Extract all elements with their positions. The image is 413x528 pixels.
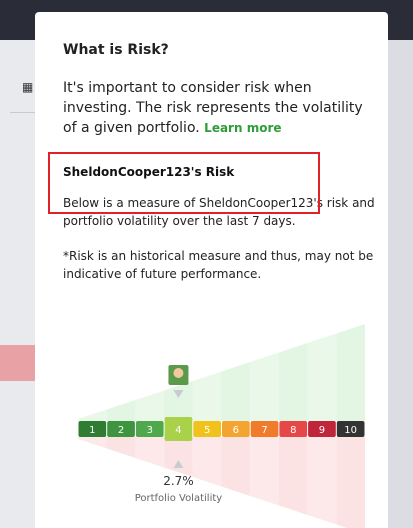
- risk-fan-down: [164, 437, 193, 477]
- risk-fan-up: [308, 334, 337, 422]
- background-block: [0, 345, 35, 381]
- screen: ▦ What is Risk? It's important to consid…: [0, 0, 413, 528]
- scale-label: 3: [147, 425, 153, 436]
- scale-label: 6: [233, 425, 239, 436]
- scale-label: 1: [89, 425, 95, 436]
- risk-fan-up: [193, 372, 222, 422]
- risk-fan-up: [164, 381, 193, 421]
- risk-fan-down: [308, 437, 337, 525]
- scale-label: 7: [261, 425, 267, 436]
- risk-fan-up: [336, 324, 365, 421]
- risk-fan-up: [107, 400, 136, 421]
- risk-fan-down: [336, 437, 365, 528]
- background-panel: [0, 40, 35, 528]
- risk-fan-up: [279, 343, 308, 421]
- background-panel: [388, 40, 413, 528]
- risk-fan-down: [78, 437, 107, 449]
- scale-label: 2: [118, 425, 124, 436]
- risk-popup: What is Risk? It's important to consider…: [35, 12, 388, 528]
- risk-fan-down: [250, 437, 279, 506]
- risk-fan-up: [135, 391, 164, 422]
- scale-label: 9: [319, 425, 325, 436]
- avatar-face: [173, 368, 183, 378]
- risk-fan-down: [279, 437, 308, 515]
- volatility-label: Portfolio Volatility: [135, 493, 223, 504]
- risk-fan-down: [135, 437, 164, 468]
- scale-label: 5: [204, 425, 210, 436]
- scale-label: 10: [344, 425, 357, 436]
- volatility-value: 2.7%: [163, 474, 194, 488]
- scale-label: 4: [175, 425, 181, 436]
- risk-fan-up: [222, 362, 251, 421]
- risk-fan-down: [193, 437, 222, 487]
- risk-scale: 1 2 3 4 5 6 7 8 9 10 2.7% Portfolio Volatility: [35, 12, 388, 528]
- risk-fan-up: [78, 410, 107, 422]
- grid-icon: ▦: [22, 80, 33, 94]
- divider: [10, 112, 35, 113]
- scale-label: 8: [290, 425, 296, 436]
- risk-fan-down: [222, 437, 251, 496]
- risk-fan-down: [107, 437, 136, 458]
- risk-fan-up: [250, 353, 279, 422]
